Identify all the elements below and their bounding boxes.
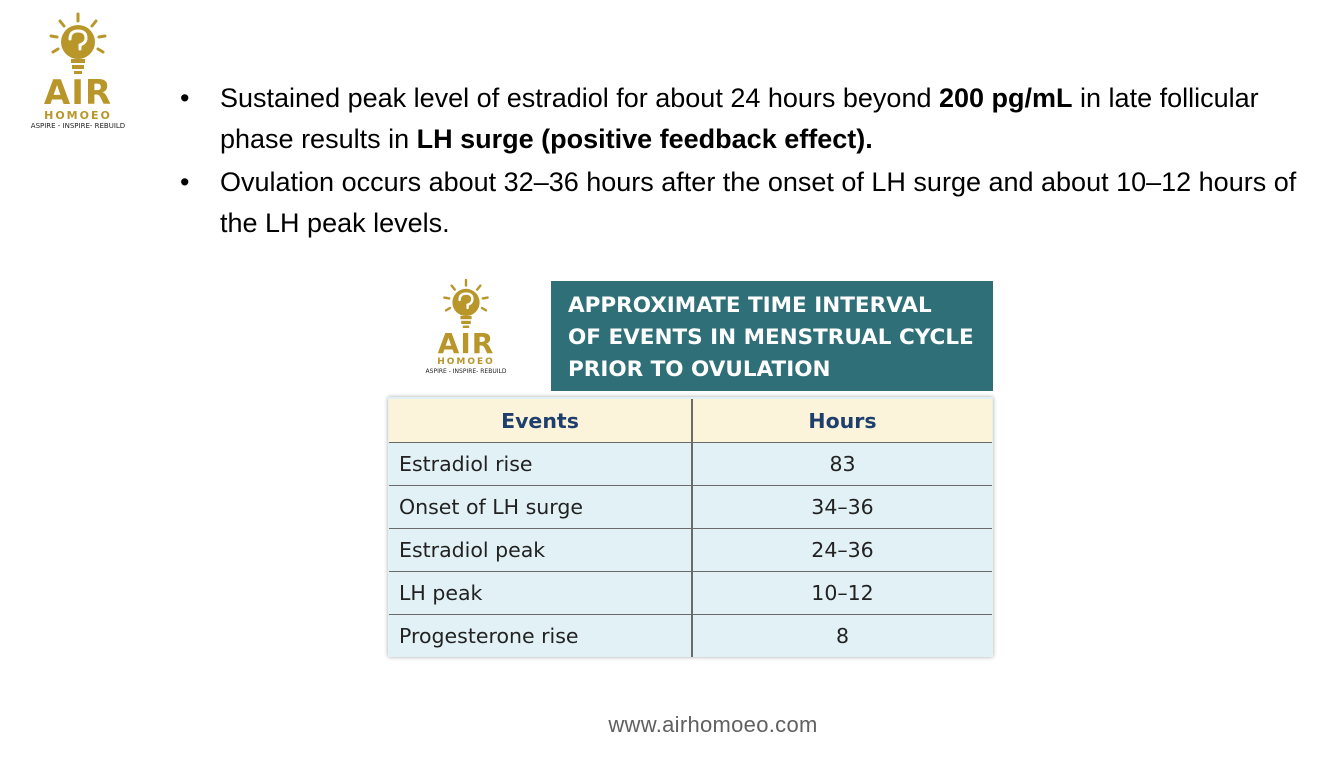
cell-event: Estradiol rise (389, 442, 693, 486)
bullet-text: Ovulation occurs about 32–36 hours after… (220, 167, 1297, 238)
bullet-list: • Sustained peak level of estradiol for a… (180, 78, 1300, 246)
cell-hours: 24–36 (692, 528, 992, 572)
table-row: Onset of LH surge 34–36 (389, 485, 992, 529)
table-row: Estradiol rise 83 (389, 442, 992, 486)
bullet-dot-icon: • (180, 83, 190, 113)
logo-tagline: ASPIRE - INSPIRE- REBUILD (30, 122, 126, 131)
logo-brand: AIR (437, 327, 495, 360)
table-title-line-2: OF EVENTS IN MENSTRUAL CYCLE (568, 325, 974, 350)
table-title-banner: APPROXIMATE TIME INTERVAL OF EVENTS IN M… (551, 281, 993, 391)
events-table: Events Hours Estradiol rise 83 Onset of LH… (389, 399, 992, 657)
header-hours: Hours (692, 399, 992, 443)
lightbulb-icon (49, 12, 107, 74)
table-title-line-1: APPROXIMATE TIME INTERVAL (568, 293, 932, 318)
table-title-line-3: PRIOR TO OVULATION (568, 357, 831, 382)
header-events: Events (389, 399, 693, 443)
cell-hours: 34–36 (692, 485, 992, 529)
cell-hours: 83 (692, 442, 992, 486)
logo-tagline: ASPIRE - INSPIRE- REBUILD (425, 367, 507, 375)
table-row: Progesterone rise 8 (389, 614, 992, 657)
cell-event: Progesterone rise (389, 614, 693, 657)
bullet-text: Sustained peak level of estradiol for ab… (220, 83, 939, 113)
bullet-dot-icon: • (180, 167, 190, 197)
air-homoeo-logo-small: AIR HOMOEO ASPIRE - INSPIRE- REBUILD (420, 278, 512, 375)
bullet-text: in late follicular phase results in (220, 83, 1259, 154)
bullet-item: • Sustained peak level of estradiol for a… (180, 78, 1300, 160)
air-homoeo-logo: AIR HOMOEO ASPIRE - INSPIRE- REBUILD (22, 12, 134, 130)
events-table-container: Events Hours Estradiol rise 83 Onset of LH… (388, 397, 993, 657)
bullet-text-bold: 200 pg/mL (938, 83, 1073, 113)
cell-event: Onset of LH surge (389, 485, 693, 529)
lightbulb-icon (443, 278, 489, 328)
cell-event: Estradiol peak (389, 528, 693, 572)
cell-event: LH peak (389, 571, 693, 615)
logo-subtitle: HOMOEO (437, 357, 495, 367)
table-header-row: Events Hours (389, 399, 992, 443)
table-row: Estradiol peak 24–36 (389, 528, 992, 572)
logo-subtitle: HOMOEO (44, 109, 112, 122)
cell-hours: 10–12 (692, 571, 992, 615)
cell-hours: 8 (692, 614, 992, 657)
bullet-item: • Ovulation occurs about 32–36 hours afte… (180, 162, 1300, 244)
bullet-text-bold: LH surge (positive feedback effect). (416, 124, 873, 154)
table-row: LH peak 10–12 (389, 571, 992, 615)
logo-brand: AIR (43, 73, 113, 113)
footer-website: www.airhomoeo.com (608, 712, 818, 737)
